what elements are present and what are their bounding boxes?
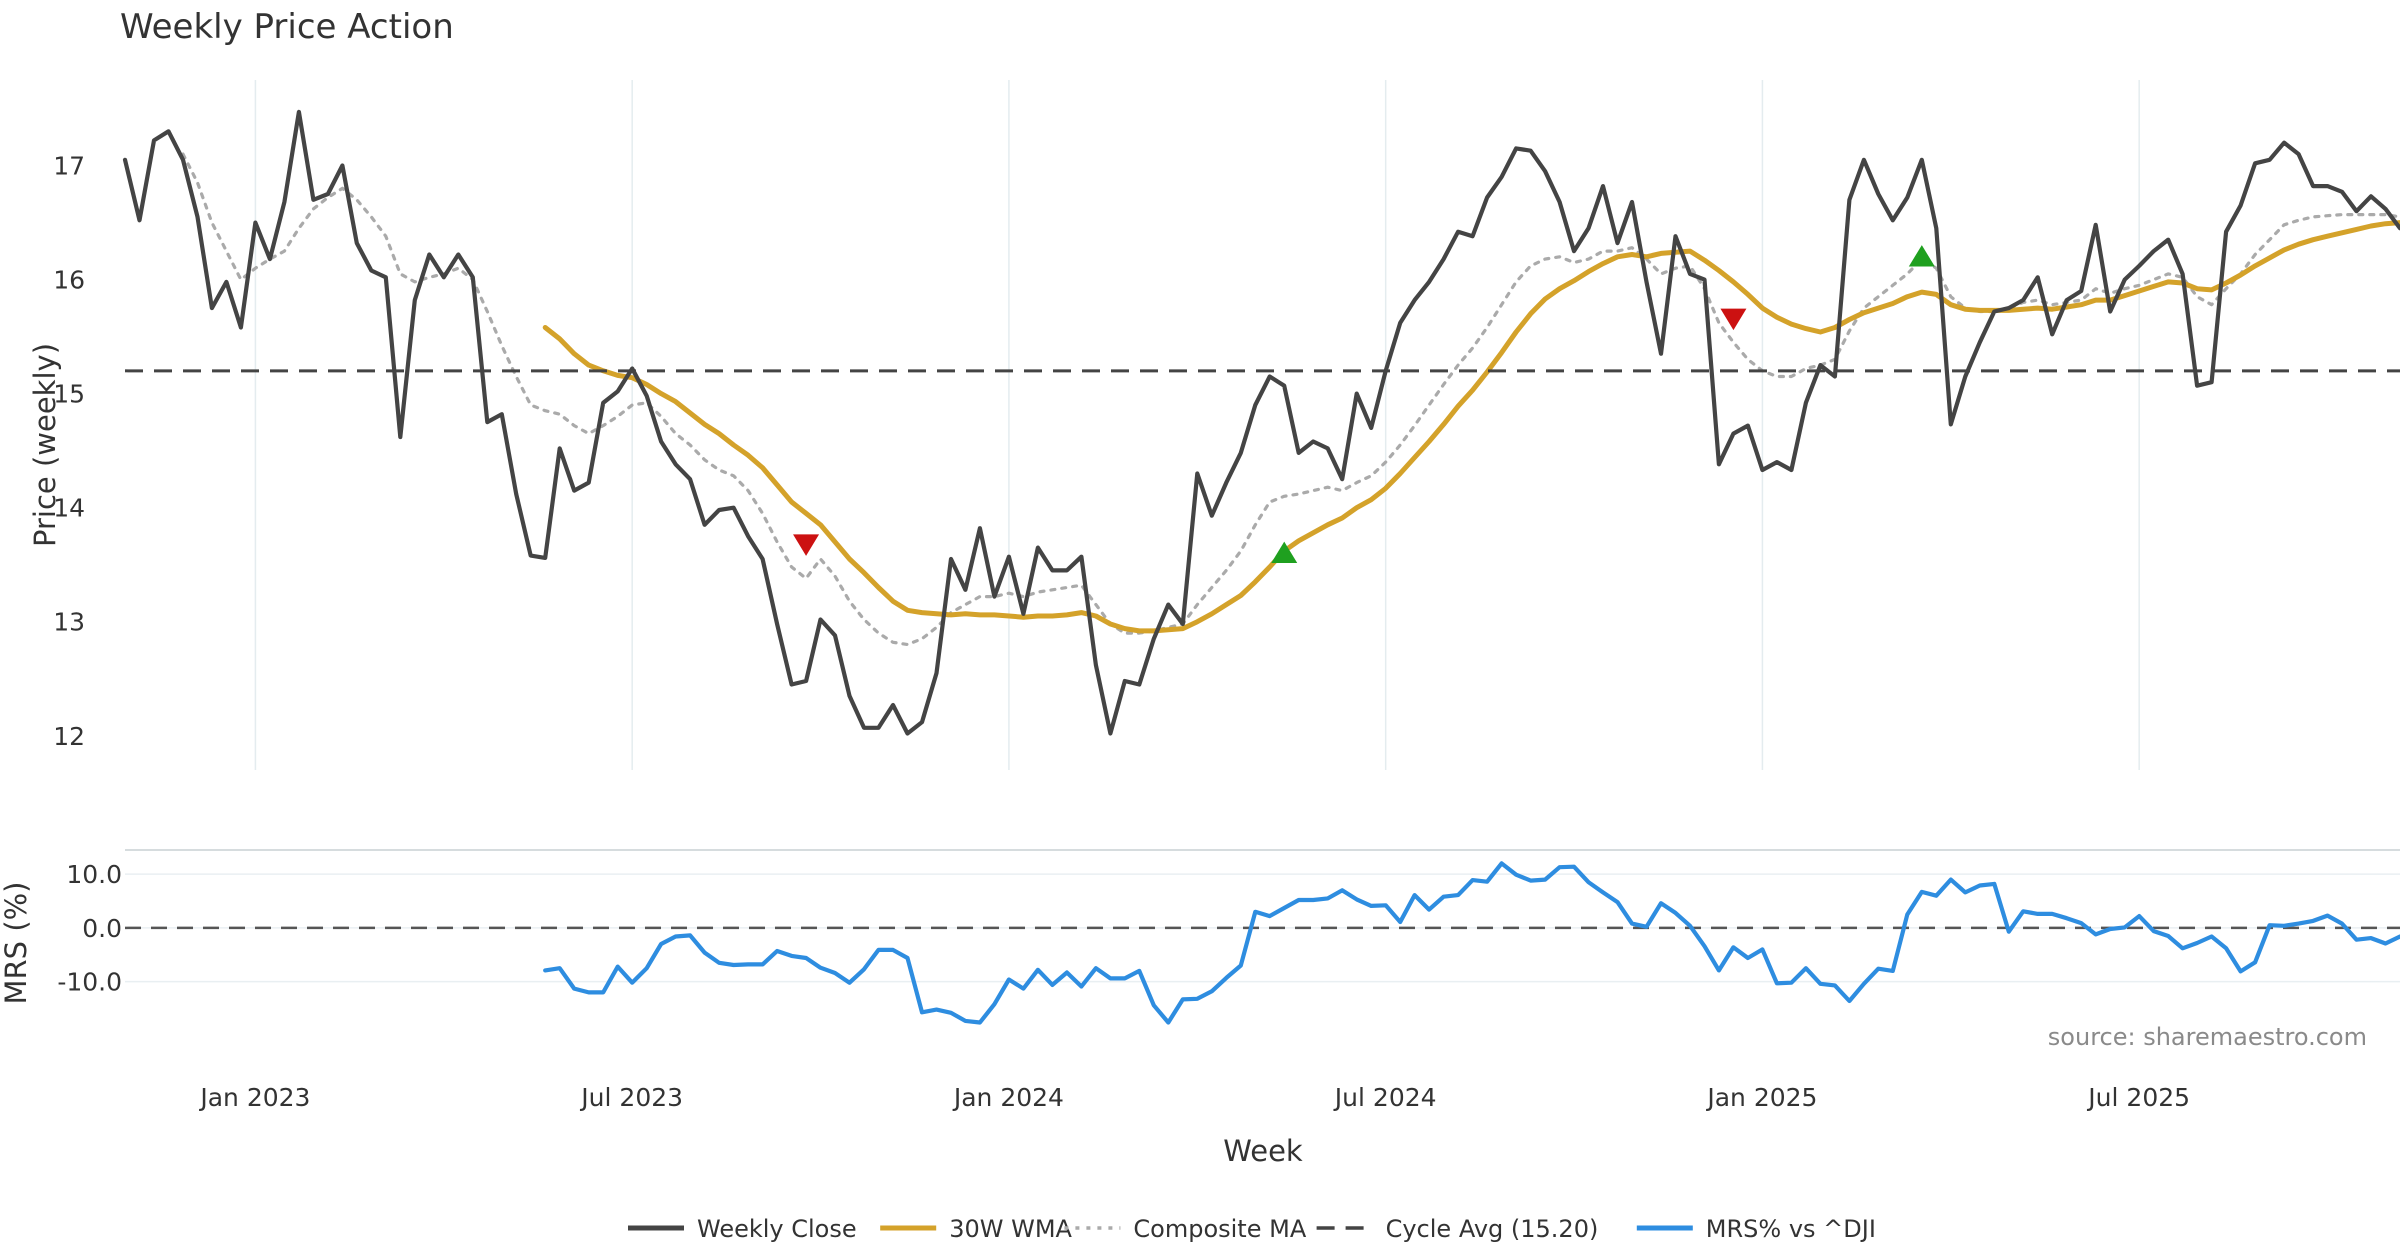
mrs-y-tick-labels: 10.0 0.0 -10.0: [57, 860, 122, 996]
price-y-axis-title: Price (weekly): [28, 343, 62, 547]
x-tick-label: Jul 2025: [2086, 1083, 2190, 1112]
mrs-y-tick-label: 10.0: [66, 860, 122, 889]
x-tick-label: Jan 2023: [198, 1083, 310, 1112]
mrs-grid: [125, 849, 2400, 983]
price-y-tick-label: 16: [53, 266, 85, 295]
price-series-layer: [122, 109, 2400, 736]
x-tick-labels: Jan 2023 Jul 2023 Jan 2024 Jul 2024 Jan 2025…: [198, 1083, 2190, 1112]
mrs-y-tick-label: 0.0: [82, 914, 122, 943]
series-30w-wma: [542, 220, 2400, 634]
price-y-tick-labels: 12 13 14 15 16 17: [53, 152, 85, 751]
x-axis-title: Week: [1223, 1134, 1303, 1168]
x-tick-label: Jul 2023: [579, 1083, 683, 1112]
mrs-y-tick-label: -10.0: [57, 968, 122, 997]
series-weekly-close: [122, 109, 2400, 736]
price-y-tick-label: 14: [53, 494, 85, 523]
legend-label: Composite MA: [1133, 1215, 1306, 1243]
legend: Weekly Close 30W WMA Composite MA Cycle Avg…: [628, 1215, 1876, 1243]
signal-markers: [793, 245, 1935, 564]
legend-label: MRS% vs ^DJI: [1706, 1215, 1876, 1243]
source-note: source: sharemaestro.com: [2048, 1023, 2367, 1051]
x-tick-label: Jul 2024: [1333, 1083, 1437, 1112]
buy-signal-marker: [1271, 541, 1298, 564]
price-y-tick-label: 17: [53, 152, 85, 181]
sell-signal-marker: [1720, 308, 1747, 331]
buy-signal-marker: [1908, 245, 1935, 267]
series-mrs-vs-dji: [543, 861, 2400, 1025]
x-tick-label: Jan 2024: [952, 1083, 1064, 1112]
price-grid: [254, 80, 2140, 770]
price-y-tick-label: 13: [53, 608, 85, 637]
x-tick-label: Jan 2025: [1705, 1083, 1817, 1112]
legend-label: Cycle Avg (15.20): [1386, 1215, 1599, 1243]
price-y-tick-label: 15: [53, 380, 85, 409]
legend-label: 30W WMA: [949, 1215, 1072, 1243]
price-y-tick-label: 12: [53, 722, 85, 751]
legend-label: Weekly Close: [697, 1215, 857, 1243]
mrs-series-layer: [543, 861, 2400, 1025]
sell-signal-marker: [793, 534, 820, 556]
mrs-y-axis-title: MRS (%): [0, 882, 33, 1005]
chart-title: Weekly Price Action: [120, 7, 454, 47]
series-composite-ma: [181, 152, 2400, 647]
